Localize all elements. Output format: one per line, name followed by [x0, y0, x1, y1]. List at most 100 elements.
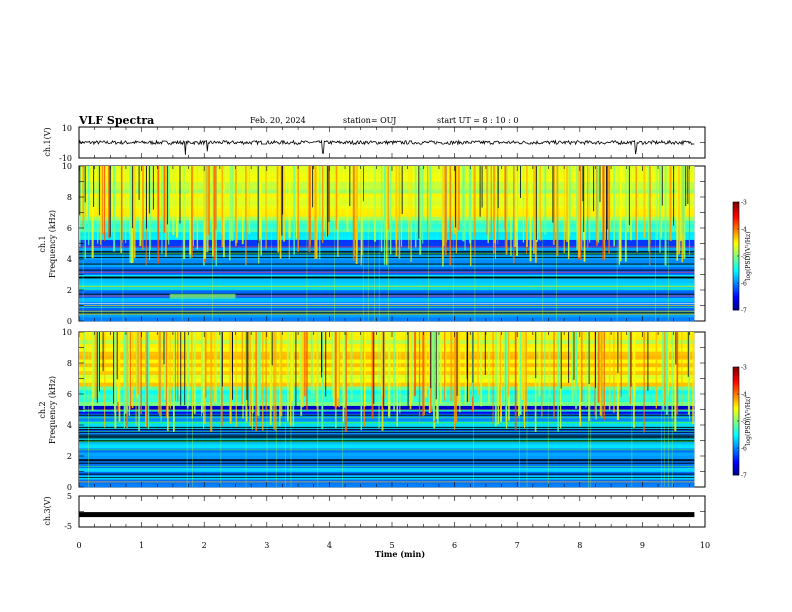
spectrogram-gap	[560, 332, 562, 389]
sferic-streak	[303, 332, 306, 397]
spectrogram-vline	[275, 332, 277, 487]
spectrogram-vline	[306, 166, 308, 321]
sferic-streak	[514, 332, 517, 430]
sferic-streak	[371, 332, 374, 419]
colorbar-segment	[733, 277, 739, 280]
ch1-freq-tick-labels: 0 2 4 6 8 10	[62, 162, 72, 326]
colorbar-segment	[733, 381, 739, 384]
sferic-streak	[210, 332, 213, 432]
sferic-streak	[189, 166, 192, 255]
sferic-streak	[288, 166, 291, 238]
sferic-streak	[258, 166, 260, 264]
sferic-streak	[193, 166, 194, 247]
ch3-waveform-line	[79, 512, 695, 518]
colorbar-segment	[733, 221, 739, 224]
sferic-streak	[664, 166, 667, 266]
ch1-spectrogram-ylabel-channel: ch.1	[38, 235, 47, 252]
sferic-streak	[91, 332, 94, 411]
spectrogram-vline	[631, 332, 633, 487]
spectrogram-gap	[430, 332, 432, 389]
sferic-streak	[536, 166, 538, 242]
sferic-streak	[433, 332, 435, 421]
sferic-streak	[659, 166, 661, 253]
sferic-streak	[628, 332, 630, 396]
spectrogram-band	[79, 463, 695, 468]
spectrogram-vline	[285, 332, 286, 487]
spectrogram-vline	[668, 166, 669, 321]
ch1-spectrogram-ylabel-freq: Frequency (kHz)	[48, 210, 57, 278]
sferic-streak	[467, 332, 470, 402]
x-tick-label: 7	[515, 541, 520, 550]
spectrogram-vline	[474, 166, 476, 321]
spectrogram-gap	[497, 166, 499, 209]
sferic-streak	[308, 166, 311, 253]
ch2-colorbar-label: log(PSD)(V²/Hz)	[745, 397, 752, 446]
spectrogram-vline	[519, 332, 520, 487]
colorbar-segment	[733, 406, 739, 409]
spectrogram-gap	[630, 332, 632, 387]
colorbar-segment	[733, 404, 739, 407]
spectrogram-gap	[661, 166, 663, 206]
spectrogram-vline	[671, 332, 673, 487]
freq-tick-label: 10	[62, 328, 72, 337]
colorbar-tick-label: -7	[741, 473, 747, 480]
sferic-streak	[173, 332, 175, 431]
colorbar-segment	[733, 417, 739, 420]
sferic-streak	[277, 166, 280, 253]
spectrogram-band	[79, 456, 695, 461]
colorbar-segment	[733, 243, 739, 246]
sferic-streak	[464, 166, 466, 251]
colorbar-segment	[733, 388, 739, 391]
sferic-streak	[538, 166, 540, 239]
colorbar-segment	[733, 424, 739, 427]
spectrogram-band	[79, 343, 695, 348]
spectrogram-line	[79, 422, 695, 424]
spectrogram-gap	[326, 166, 328, 237]
sferic-streak	[157, 166, 160, 264]
spectrogram-band	[79, 297, 695, 302]
colorbar-segment	[733, 421, 739, 424]
spectrogram-vline	[663, 332, 665, 487]
spectrogram-vline	[473, 332, 474, 487]
sferic-streak	[286, 332, 289, 422]
sferic-streak	[108, 166, 111, 239]
colorbar-segment	[733, 216, 739, 219]
spectrogram-vline	[271, 166, 272, 321]
spectrogram-gap	[628, 166, 630, 226]
sferic-streak	[283, 166, 286, 242]
sferic-streak	[183, 166, 186, 259]
colorbar-segment	[733, 295, 739, 298]
ch1-waveform-ticks	[78, 126, 706, 159]
colorbar-tick-label: -3	[741, 200, 747, 207]
sferic-streak	[473, 166, 475, 236]
colorbar-segment	[733, 448, 739, 451]
sferic-streak	[515, 166, 518, 232]
colorbar-segment	[733, 390, 739, 393]
spectrogram-band	[79, 390, 695, 395]
sferic-streak	[429, 166, 432, 229]
x-tick-label: 6	[452, 541, 457, 550]
spectrogram-band	[79, 266, 695, 271]
colorbar-segment	[733, 392, 739, 395]
sferic-streak	[147, 332, 150, 430]
spectrogram-band	[79, 282, 695, 287]
spectrogram-line	[79, 288, 695, 289]
sferic-streak	[343, 332, 346, 408]
sferic-streak	[235, 332, 237, 427]
station-label: station= OUJ	[343, 116, 396, 125]
spectrogram-gap	[102, 332, 104, 372]
colorbar-segment	[733, 428, 739, 431]
colorbar-segment	[733, 383, 739, 386]
spectrogram-band	[79, 351, 695, 356]
sferic-streak	[344, 332, 347, 433]
sferic-streak	[534, 332, 537, 432]
spectrogram-band	[79, 363, 695, 368]
spectrogram-gap	[184, 332, 186, 406]
spectrogram-vline	[547, 332, 549, 487]
spectrogram-gap	[271, 332, 273, 366]
sferic-streak	[603, 332, 605, 421]
spectrogram-band	[79, 313, 695, 318]
sferic-streak	[131, 332, 134, 408]
colorbar-segment	[733, 395, 739, 398]
